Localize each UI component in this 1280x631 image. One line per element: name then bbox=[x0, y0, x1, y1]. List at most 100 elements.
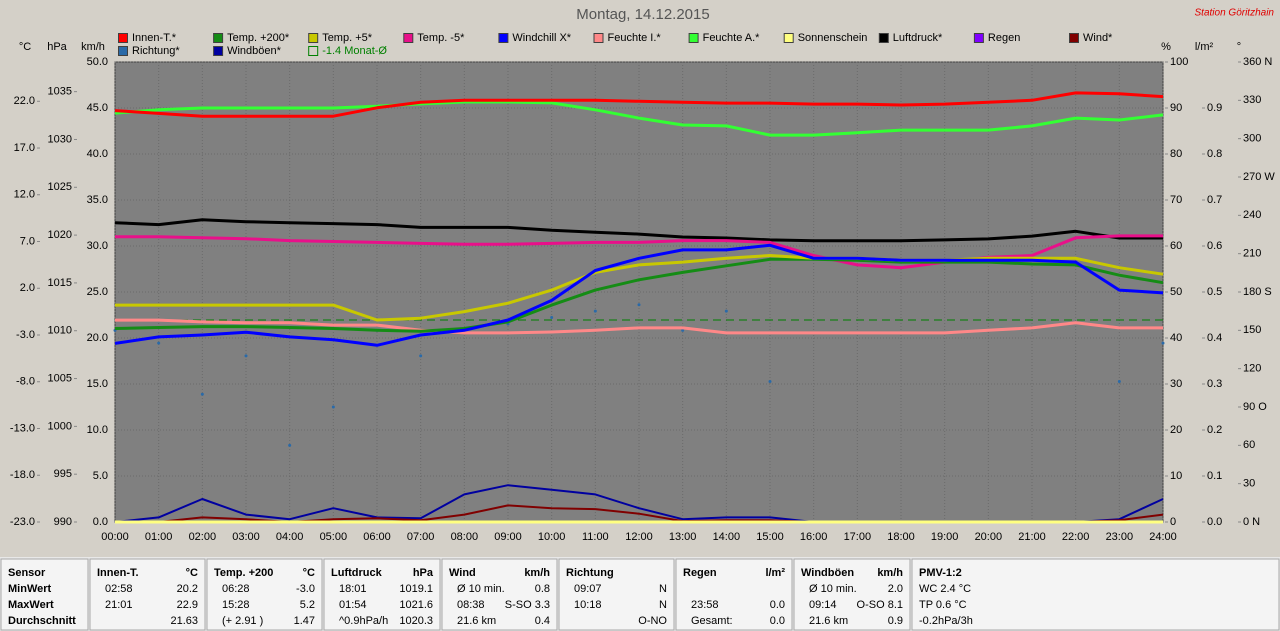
stats-cell: -0.2hPa/3h bbox=[919, 615, 973, 627]
y-tick-label: 1000 bbox=[48, 420, 72, 432]
y-tick-label: 995 bbox=[54, 468, 72, 480]
stats-value: O-SO 8.1 bbox=[857, 599, 903, 611]
stats-value: 20.2 bbox=[177, 583, 198, 595]
stats-cell: 06:28 bbox=[222, 583, 250, 595]
y-tick-label: 1030 bbox=[48, 133, 72, 145]
legend-swatch bbox=[783, 33, 794, 43]
axis-unit: °C bbox=[19, 41, 31, 53]
series-line bbox=[115, 318, 1163, 335]
stats-value: 1019.1 bbox=[399, 583, 433, 595]
y-tick-label: 17.0 bbox=[14, 142, 35, 154]
y-tick-label: 35.0 bbox=[87, 194, 108, 206]
stats-value: 0.0 bbox=[770, 615, 785, 627]
x-tick-label: 04:00 bbox=[276, 531, 304, 543]
series-line bbox=[114, 243, 1164, 347]
legend-swatch bbox=[308, 46, 319, 56]
direction-dot bbox=[681, 328, 685, 332]
stats-unit: °C bbox=[303, 567, 315, 579]
y-tick-label: 1025 bbox=[48, 181, 72, 193]
stats-cell: 01:54 bbox=[339, 599, 367, 611]
x-tick-label: 23:00 bbox=[1106, 531, 1134, 543]
y-tick-label: 0.9 bbox=[1207, 102, 1222, 114]
legend-label: Windböen* bbox=[227, 45, 282, 57]
y-tick-label: 20.0 bbox=[87, 332, 108, 344]
direction-dot bbox=[768, 379, 772, 383]
x-tick-label: 19:00 bbox=[931, 531, 959, 543]
y-tick-label: 0.2 bbox=[1207, 424, 1222, 436]
stats-panel bbox=[441, 558, 558, 631]
stats-cell: 02:58 bbox=[105, 583, 133, 595]
stats-value: -3.0 bbox=[296, 583, 315, 595]
y-tick-label: 10 bbox=[1170, 470, 1182, 482]
legend-swatch bbox=[213, 46, 224, 56]
axis-unit: % bbox=[1161, 41, 1171, 53]
stats-cell: 21.6 km bbox=[809, 615, 848, 627]
stats-header: Richtung bbox=[566, 567, 614, 579]
legend-swatch bbox=[878, 33, 889, 43]
y-tick-label: 1015 bbox=[48, 277, 72, 289]
stats-value: 1021.6 bbox=[399, 599, 433, 611]
direction-dot bbox=[331, 405, 335, 409]
y-tick-label: 60 bbox=[1170, 240, 1182, 252]
y-tick-label: 80 bbox=[1170, 148, 1182, 160]
x-tick-label: 14:00 bbox=[713, 531, 741, 543]
y-tick-label: 2.0 bbox=[20, 282, 35, 294]
stats-panel bbox=[911, 558, 1280, 631]
legend-swatch bbox=[688, 33, 699, 43]
y-tick-label: 50 bbox=[1170, 286, 1182, 298]
legend-swatch bbox=[973, 33, 984, 43]
y-tick-label: 180 S bbox=[1243, 286, 1272, 298]
y-tick-label: 0.0 bbox=[1207, 516, 1222, 528]
x-tick-label: 03:00 bbox=[232, 531, 260, 543]
axis-unit: l/m² bbox=[1195, 41, 1214, 53]
stats-cell: Ø 10 min. bbox=[457, 583, 505, 595]
y-tick-label: 0.1 bbox=[1207, 470, 1222, 482]
x-tick-label: 07:00 bbox=[407, 531, 435, 543]
y-tick-label: 270 W bbox=[1243, 171, 1275, 183]
stats-header: Regen bbox=[683, 567, 717, 579]
direction-dot bbox=[593, 309, 597, 313]
stats-value: 1020.3 bbox=[399, 615, 433, 627]
stats-panel bbox=[793, 558, 911, 631]
y-tick-label: 210 bbox=[1243, 248, 1261, 260]
stats-cell: Gesamt: bbox=[691, 615, 733, 627]
stats-cell: 09:07 bbox=[574, 583, 602, 595]
legend-swatch bbox=[593, 33, 604, 43]
direction-dot bbox=[157, 341, 161, 345]
stats-unit: °C bbox=[186, 567, 198, 579]
y-tick-label: 300 bbox=[1243, 133, 1261, 145]
legend-swatch bbox=[1069, 33, 1079, 43]
axis-unit: ° bbox=[1237, 41, 1241, 53]
y-tick-label: 100 bbox=[1170, 56, 1188, 68]
x-tick-label: 16:00 bbox=[800, 531, 828, 543]
legend-swatch bbox=[403, 33, 414, 43]
stats-panel bbox=[0, 558, 89, 631]
y-tick-label: 40.0 bbox=[87, 148, 108, 160]
y-tick-label: 0.0 bbox=[93, 516, 108, 528]
stats-cell: ^0.9hPa/h bbox=[339, 615, 388, 627]
legend-label: Richtung* bbox=[132, 45, 180, 57]
y-tick-label: 360 N bbox=[1243, 56, 1272, 68]
x-tick-label: 12:00 bbox=[625, 531, 653, 543]
stats-row-label: Durchschnitt bbox=[8, 615, 76, 627]
y-tick-label: 12.0 bbox=[14, 189, 35, 201]
y-tick-label: 10.0 bbox=[87, 424, 108, 436]
stats-cell: 15:28 bbox=[222, 599, 250, 611]
direction-dot bbox=[724, 309, 728, 313]
stats-cell: 23:58 bbox=[691, 599, 719, 611]
stats-value: 0.0 bbox=[770, 599, 785, 611]
stats-header: Temp. +200 bbox=[214, 567, 273, 579]
legend-label: Temp. +200* bbox=[227, 32, 290, 44]
stats-value: 2.0 bbox=[888, 583, 903, 595]
x-tick-label: 15:00 bbox=[756, 531, 784, 543]
stats-row-label: Sensor bbox=[8, 567, 46, 579]
x-tick-label: 09:00 bbox=[494, 531, 522, 543]
direction-dot bbox=[419, 354, 423, 358]
y-tick-label: 0.3 bbox=[1207, 378, 1222, 390]
y-tick-label: 120 bbox=[1243, 363, 1261, 375]
y-tick-label: 1005 bbox=[48, 372, 72, 384]
y-tick-label: 0.4 bbox=[1207, 332, 1222, 344]
legend-label: Sonnenschein bbox=[798, 32, 868, 44]
y-tick-label: 50.0 bbox=[87, 56, 108, 68]
